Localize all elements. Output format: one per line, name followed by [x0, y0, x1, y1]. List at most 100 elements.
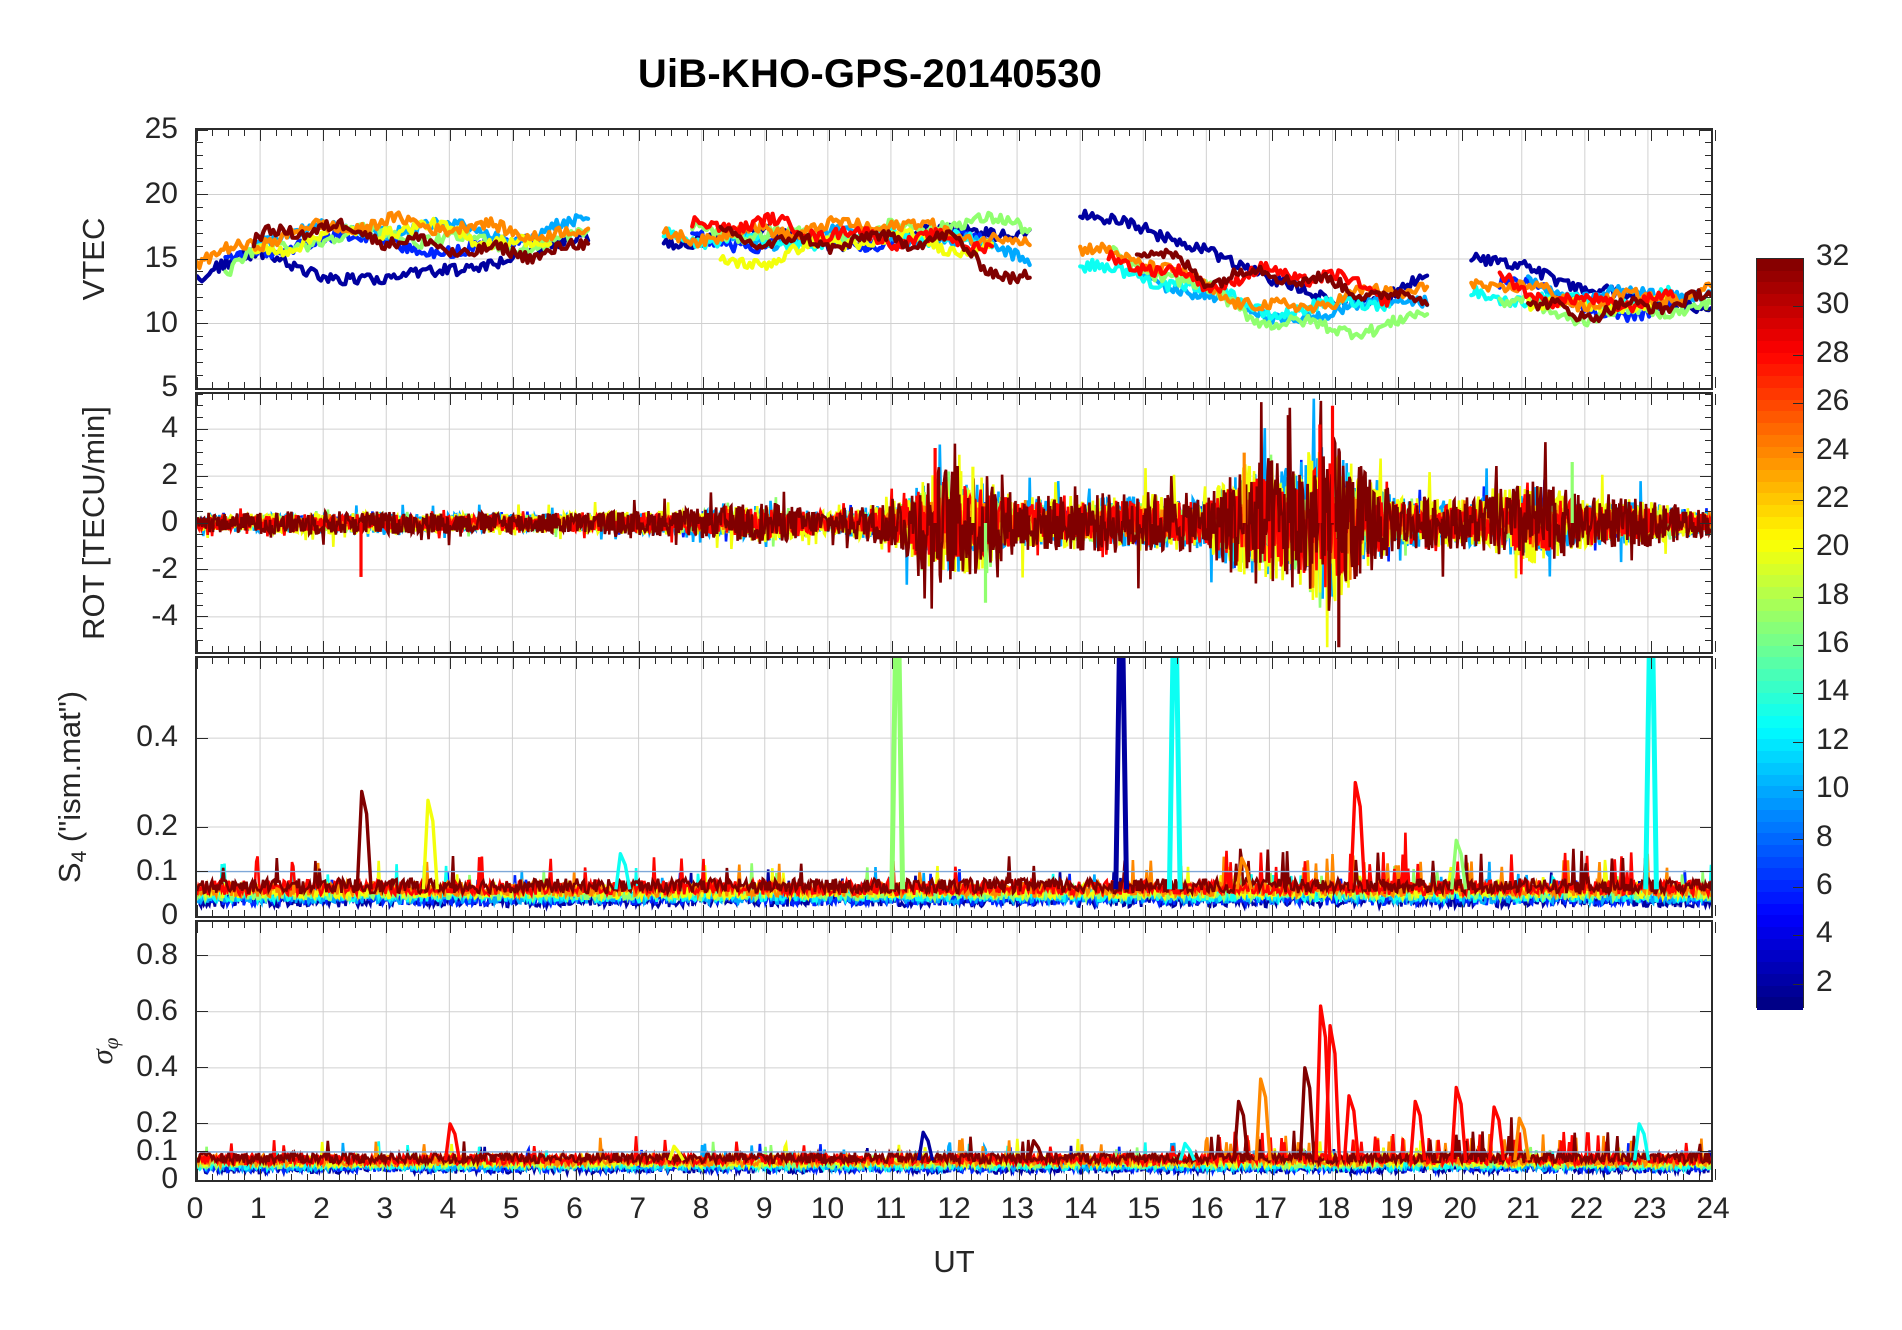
x-tick-mark — [1287, 646, 1289, 652]
x-tick-mark — [1366, 922, 1368, 928]
x-tick-mark — [560, 658, 562, 664]
y-minor-tick — [197, 271, 203, 273]
x-tick-mark — [797, 922, 799, 928]
x-tick-mark — [1414, 1174, 1416, 1180]
colorbar-tick-mark — [1793, 741, 1804, 743]
x-tick-mark — [370, 646, 372, 652]
x-tick-mark — [1350, 382, 1352, 388]
x-tick-mark — [591, 1174, 593, 1180]
x-tick-mark — [433, 130, 435, 136]
x-tick-mark — [1588, 641, 1589, 652]
x-tick-mark — [955, 641, 957, 652]
x-tick-mark — [702, 658, 704, 669]
x-tick-mark — [971, 910, 973, 916]
x-tick-mark — [987, 394, 989, 400]
x-tick-label: 14 — [1063, 1192, 1098, 1225]
x-tick-mark — [1224, 1174, 1226, 1180]
x-tick-mark — [670, 1174, 672, 1180]
x-tick-mark — [1161, 394, 1163, 400]
colorbar-tick-mark — [1793, 693, 1804, 695]
x-tick-mark — [1682, 394, 1684, 400]
x-tick-mark — [591, 382, 593, 388]
x-tick-mark — [275, 658, 277, 664]
x-tick-label: 22 — [1569, 1192, 1604, 1225]
x-tick-mark — [512, 1169, 514, 1180]
x-tick-mark — [449, 658, 451, 669]
x-tick-mark — [1082, 641, 1083, 652]
y-minor-tick — [1705, 271, 1711, 273]
x-tick-mark — [560, 130, 562, 136]
x-tick-mark — [860, 646, 862, 652]
x-tick-mark — [749, 658, 751, 664]
x-tick-mark — [1240, 382, 1242, 388]
x-tick-mark — [1508, 910, 1510, 916]
x-tick-mark — [623, 646, 625, 652]
x-tick-mark — [196, 641, 198, 652]
y-major-tick — [197, 475, 208, 477]
x-tick-mark — [259, 1169, 261, 1180]
colorbar-tick-label: 26 — [1816, 384, 1850, 418]
x-tick-mark — [1271, 394, 1273, 405]
x-tick-mark — [607, 910, 609, 916]
x-tick-mark — [1667, 130, 1669, 136]
y-minor-tick — [197, 232, 203, 234]
x-tick-mark — [1208, 130, 1210, 141]
x-tick-mark — [1271, 641, 1273, 652]
x-tick-mark — [1398, 922, 1400, 933]
y-major-tick — [197, 915, 208, 917]
y-minor-tick — [197, 651, 203, 653]
y-minor-tick — [197, 348, 203, 350]
x-tick-mark — [1398, 641, 1400, 652]
x-tick-mark — [1556, 910, 1558, 916]
x-tick-mark — [639, 394, 641, 405]
x-tick-mark — [892, 922, 894, 933]
x-tick-mark — [829, 641, 830, 652]
x-tick-mark — [275, 922, 277, 928]
x-tick-mark — [307, 646, 309, 652]
x-tick-mark — [1682, 910, 1684, 916]
x-tick-mark — [512, 922, 514, 933]
x-tick-mark — [1682, 130, 1684, 136]
x-tick-mark — [1097, 130, 1099, 136]
x-tick-mark — [1303, 382, 1305, 388]
x-tick-mark — [1002, 922, 1004, 928]
x-tick-label: 16 — [1190, 1192, 1224, 1225]
x-tick-mark — [1255, 646, 1257, 652]
x-tick-mark — [939, 1174, 941, 1180]
colorbar-segment — [1757, 294, 1803, 307]
y-axis-title-s4: S4 ("ism.mat") — [52, 690, 91, 884]
colorbar-segment — [1757, 481, 1803, 495]
x-tick-mark — [338, 130, 340, 136]
x-tick-mark — [1002, 910, 1004, 916]
x-tick-mark — [323, 130, 324, 141]
x-tick-mark — [670, 922, 672, 928]
x-tick-mark — [576, 377, 577, 388]
y-tick-label-vtec: 5 — [161, 370, 178, 403]
x-tick-mark — [1667, 922, 1669, 928]
x-tick-mark — [1303, 646, 1305, 652]
x-tick-mark — [1287, 1174, 1289, 1180]
x-tick-mark — [1603, 910, 1605, 916]
x-tick-mark — [212, 646, 214, 652]
x-tick-mark — [402, 910, 404, 916]
x-tick-mark — [1287, 130, 1289, 136]
x-tick-mark — [417, 922, 419, 928]
colorbar-segment — [1757, 493, 1803, 506]
x-tick-mark — [1176, 922, 1178, 928]
x-tick-mark — [1350, 658, 1352, 664]
colorbar-segment — [1757, 704, 1803, 717]
x-tick-mark — [496, 922, 498, 928]
y-minor-tick — [197, 219, 203, 221]
x-tick-mark — [275, 646, 277, 652]
colorbar-segment — [1757, 528, 1803, 541]
x-tick-mark — [1287, 394, 1289, 400]
x-tick-mark — [1461, 658, 1463, 669]
y-tick-label-sigmaphi: 0 — [161, 1162, 178, 1195]
x-tick-mark — [496, 910, 498, 916]
x-tick-mark — [496, 130, 498, 136]
x-tick-mark — [1224, 130, 1226, 136]
colorbar-segment — [1757, 387, 1803, 401]
x-tick-mark — [228, 1174, 230, 1180]
colorbar[interactable] — [1756, 258, 1804, 1010]
x-tick-mark — [1556, 922, 1558, 928]
